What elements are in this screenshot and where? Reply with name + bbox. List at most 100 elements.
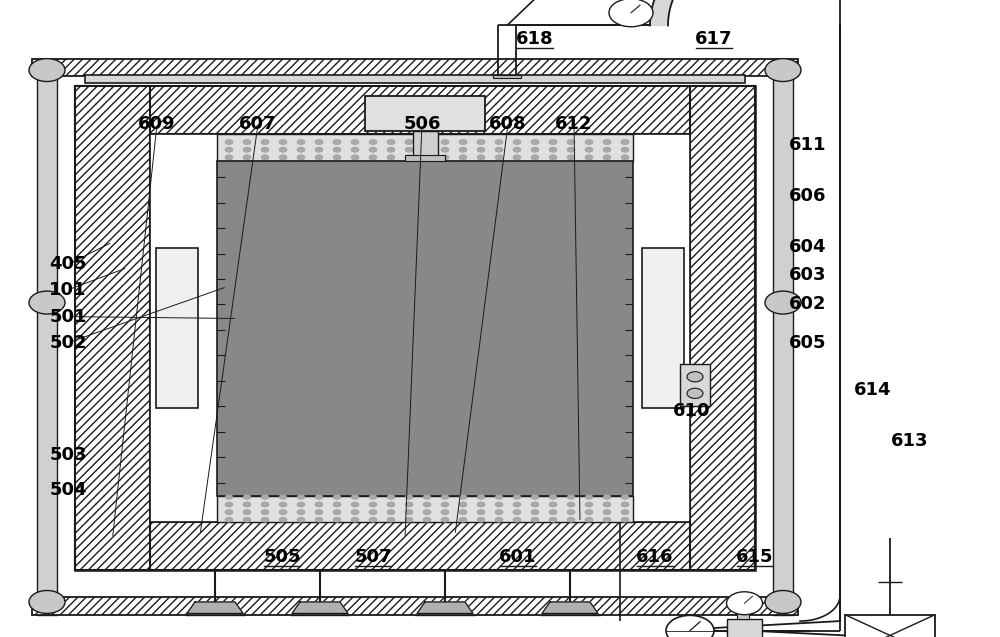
Circle shape xyxy=(621,140,629,145)
Circle shape xyxy=(603,510,611,515)
Circle shape xyxy=(567,510,575,515)
Circle shape xyxy=(603,155,611,160)
Circle shape xyxy=(297,147,305,152)
Circle shape xyxy=(405,494,413,499)
Circle shape xyxy=(495,517,503,522)
Text: 405: 405 xyxy=(49,255,87,273)
Circle shape xyxy=(459,517,467,522)
Circle shape xyxy=(495,155,503,160)
Circle shape xyxy=(369,140,377,145)
Circle shape xyxy=(351,517,359,522)
Text: 615: 615 xyxy=(736,548,774,566)
Circle shape xyxy=(279,140,287,145)
Circle shape xyxy=(297,502,305,507)
Circle shape xyxy=(243,140,251,145)
Circle shape xyxy=(621,147,629,152)
Polygon shape xyxy=(417,602,473,613)
Circle shape xyxy=(387,494,395,499)
Circle shape xyxy=(687,388,703,399)
Text: 605: 605 xyxy=(789,334,827,352)
Circle shape xyxy=(621,510,629,515)
Circle shape xyxy=(225,510,233,515)
Circle shape xyxy=(369,502,377,507)
Circle shape xyxy=(603,517,611,522)
Circle shape xyxy=(549,502,557,507)
Circle shape xyxy=(333,155,341,160)
Circle shape xyxy=(423,510,431,515)
Circle shape xyxy=(225,502,233,507)
Circle shape xyxy=(765,59,801,82)
Circle shape xyxy=(29,291,65,314)
Circle shape xyxy=(279,517,287,522)
Circle shape xyxy=(609,0,653,27)
Circle shape xyxy=(513,502,521,507)
Bar xyxy=(75,86,755,570)
Circle shape xyxy=(531,502,539,507)
Circle shape xyxy=(297,155,305,160)
Circle shape xyxy=(369,155,377,160)
Circle shape xyxy=(567,494,575,499)
Circle shape xyxy=(495,510,503,515)
Circle shape xyxy=(423,502,431,507)
Circle shape xyxy=(585,517,593,522)
Circle shape xyxy=(495,502,503,507)
Circle shape xyxy=(549,517,557,522)
Bar xyxy=(217,161,633,496)
Bar xyxy=(773,67,793,615)
Text: 603: 603 xyxy=(789,266,827,284)
Text: 505: 505 xyxy=(263,548,301,566)
Polygon shape xyxy=(650,0,840,25)
Circle shape xyxy=(459,140,467,145)
Text: 506: 506 xyxy=(403,115,441,133)
Circle shape xyxy=(585,510,593,515)
Circle shape xyxy=(441,517,449,522)
Circle shape xyxy=(621,502,629,507)
Circle shape xyxy=(459,502,467,507)
Circle shape xyxy=(225,147,233,152)
Circle shape xyxy=(441,147,449,152)
Circle shape xyxy=(315,147,323,152)
Circle shape xyxy=(603,147,611,152)
Circle shape xyxy=(351,140,359,145)
Bar xyxy=(413,131,438,156)
Circle shape xyxy=(387,155,395,160)
Text: 608: 608 xyxy=(489,115,527,133)
Circle shape xyxy=(477,494,485,499)
Circle shape xyxy=(423,517,431,522)
Text: 602: 602 xyxy=(789,296,827,313)
Text: 604: 604 xyxy=(789,238,827,256)
Circle shape xyxy=(477,510,485,515)
Circle shape xyxy=(243,502,251,507)
Circle shape xyxy=(261,517,269,522)
Circle shape xyxy=(423,140,431,145)
Circle shape xyxy=(405,517,413,522)
Text: 101: 101 xyxy=(49,281,87,299)
Circle shape xyxy=(261,147,269,152)
Circle shape xyxy=(513,140,521,145)
Text: 504: 504 xyxy=(49,482,87,499)
Circle shape xyxy=(549,510,557,515)
Circle shape xyxy=(477,517,485,522)
Circle shape xyxy=(567,147,575,152)
Circle shape xyxy=(585,502,593,507)
Bar xyxy=(727,619,762,637)
Text: 609: 609 xyxy=(138,115,176,133)
Circle shape xyxy=(261,510,269,515)
Text: 610: 610 xyxy=(673,402,711,420)
Bar xyxy=(217,496,633,522)
Circle shape xyxy=(531,155,539,160)
Polygon shape xyxy=(187,602,243,613)
Circle shape xyxy=(351,147,359,152)
Circle shape xyxy=(315,155,323,160)
Circle shape xyxy=(387,140,395,145)
Circle shape xyxy=(405,502,413,507)
Circle shape xyxy=(441,155,449,160)
Circle shape xyxy=(549,147,557,152)
Circle shape xyxy=(567,517,575,522)
Circle shape xyxy=(603,494,611,499)
Circle shape xyxy=(29,59,65,82)
Circle shape xyxy=(687,371,703,382)
Circle shape xyxy=(765,590,801,613)
Circle shape xyxy=(261,155,269,160)
Text: 503: 503 xyxy=(49,447,87,464)
